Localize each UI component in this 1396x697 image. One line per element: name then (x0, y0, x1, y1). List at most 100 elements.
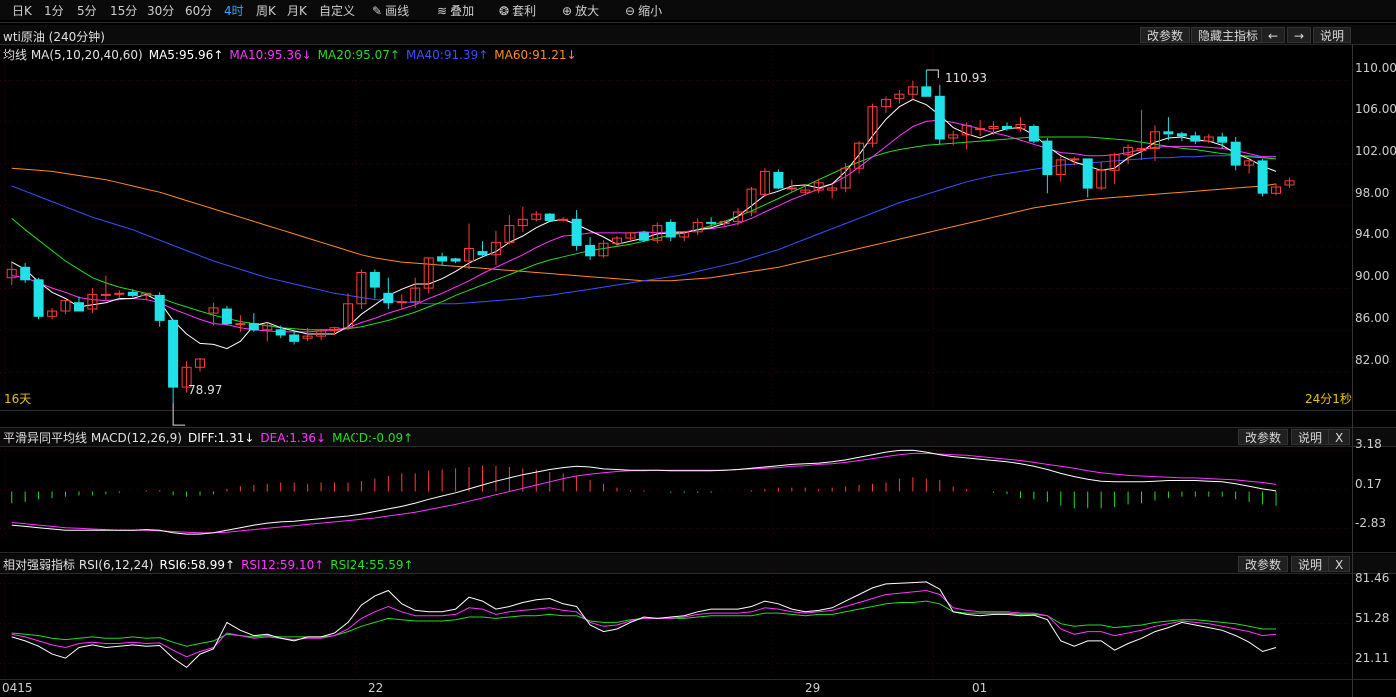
price-tick: 106.00 (1355, 102, 1396, 116)
candle-body (1109, 154, 1120, 171)
candle-body (746, 188, 757, 213)
macd-legend-name: 平滑异同平均线 MACD(12,26,9) (3, 431, 182, 445)
hide-main-indicator-button[interactable]: 隐藏主指标 (1191, 27, 1266, 43)
candle-body (679, 231, 690, 238)
candle-body (235, 323, 246, 326)
candle-body (369, 272, 380, 288)
candle-body (396, 301, 407, 304)
zoom-in-button[interactable]: ⊕ 放大 (562, 2, 599, 19)
candle-body (1150, 131, 1160, 150)
candle-body (141, 292, 152, 296)
candle-body (585, 244, 596, 257)
candle-body (20, 266, 31, 281)
arbitrage-button[interactable]: ❂ 套利 (499, 2, 536, 19)
candle-body (1190, 135, 1201, 142)
period-custom[interactable]: 自定义 (319, 4, 356, 18)
candle-body (437, 256, 448, 262)
candle-body (195, 358, 205, 368)
candle-body (47, 310, 58, 317)
candle-body (114, 292, 125, 295)
candle-body (1002, 126, 1012, 130)
candle-body (1284, 180, 1295, 186)
candle-body (490, 241, 501, 256)
candle-body (74, 302, 84, 312)
candle-body (316, 330, 327, 337)
candle-body (813, 182, 824, 191)
rsi12-line (11, 589, 1277, 658)
candle-body (1217, 136, 1228, 143)
overlay-label: 叠加 (450, 4, 475, 18)
price-tick: 82.00 (1355, 353, 1390, 367)
macd-help-button[interactable]: 说明 (1291, 429, 1330, 445)
candle-body (652, 225, 663, 241)
candle-body (638, 232, 649, 241)
candle-body (558, 218, 569, 221)
main-panel-header: wti原油 (240分钟) 改参数 隐藏主指标 ← → 说明 (0, 25, 1396, 45)
zoom-in-icon: ⊕ (562, 4, 573, 18)
candle-body (1176, 133, 1187, 137)
candle-body (154, 294, 165, 321)
scroll-right-button[interactable]: → (1287, 27, 1312, 43)
macd-close-button[interactable]: X (1328, 429, 1351, 445)
candle-body (221, 308, 232, 325)
candle-body (1163, 131, 1174, 135)
candle-body (181, 366, 192, 388)
zoom-out-button[interactable]: ⊖ 缩小 (625, 2, 662, 19)
candle-body (706, 221, 717, 224)
candle-body (383, 292, 394, 304)
period-5min[interactable]: 5分 (77, 4, 97, 18)
rsi-panel-header: 相对强弱指标 RSI(6,12,24) RSI6:58.99↑ RSI12:59.1… (0, 554, 1396, 574)
draw-line-button[interactable]: ✎ 画线 (372, 2, 409, 19)
candle-body (840, 167, 851, 189)
macd-edit-params-button[interactable]: 改参数 (1238, 429, 1289, 445)
candle-body (1230, 141, 1241, 166)
scroll-left-button[interactable]: ← (1261, 27, 1286, 43)
help-button[interactable]: 说明 (1313, 27, 1352, 43)
candle-body (975, 128, 986, 131)
rsi-tick: 21.11 (1355, 651, 1390, 665)
candle-body (1136, 147, 1147, 151)
macd-panel-header: 平滑异同平均线 MACD(12,26,9) DIFF:1.31↓ DEA:1.36↓… (0, 427, 1396, 447)
candle-body (464, 248, 474, 262)
low-price-label: 78.97 (188, 383, 223, 397)
candle-body (1244, 160, 1255, 166)
macd-tick: 0.17 (1355, 477, 1382, 491)
candle-body (275, 329, 286, 336)
candle-body (531, 213, 542, 220)
candle-body (665, 221, 676, 238)
candle-body (1082, 158, 1093, 189)
candle-body (881, 98, 891, 108)
edit-params-button[interactable]: 改参数 (1140, 27, 1191, 43)
candle-body (598, 242, 609, 257)
rsi-edit-params-button[interactable]: 改参数 (1238, 556, 1289, 572)
candle-body (517, 218, 528, 227)
period-60min[interactable]: 60分 (185, 4, 213, 18)
candle-body (1096, 169, 1107, 189)
rsi-legend: 相对强弱指标 RSI(6,12,24) RSI6:58.99↑ RSI12:59.1… (3, 556, 420, 573)
period-day-k[interactable]: 日K (12, 4, 32, 18)
period-week-k[interactable]: 周K (256, 4, 276, 18)
ma-legend-name: 均线 MA(5,10,20,40,60) (3, 48, 143, 62)
candle-body (1257, 160, 1268, 194)
period-1min[interactable]: 1分 (44, 4, 64, 18)
period-month-k[interactable]: 月K (287, 4, 307, 18)
price-tick: 98.00 (1355, 186, 1390, 200)
candle-body (168, 319, 179, 388)
candle-body (544, 213, 555, 221)
dea-line (11, 452, 1277, 534)
draw-line-label: 画线 (385, 4, 410, 18)
period-30min[interactable]: 30分 (147, 4, 175, 18)
candle-body (504, 225, 515, 243)
rsi-close-button[interactable]: X (1328, 556, 1351, 572)
zoom-out-icon: ⊖ (625, 4, 636, 18)
countdown-label: 24分1秒 (1305, 392, 1352, 406)
date-tick: 22 (368, 681, 384, 695)
overlay-button[interactable]: ≋ 叠加 (437, 2, 474, 19)
period-15min[interactable]: 15分 (110, 4, 138, 18)
high-marker (926, 69, 939, 78)
rsi-help-button[interactable]: 说明 (1291, 556, 1330, 572)
low-marker (172, 403, 186, 426)
diff-line (11, 449, 1277, 535)
period-4hour[interactable]: 4时 (224, 4, 244, 18)
